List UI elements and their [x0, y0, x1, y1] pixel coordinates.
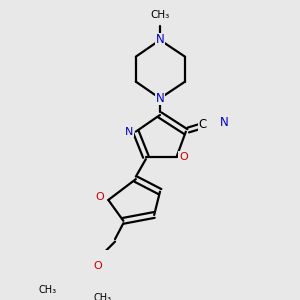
Text: O: O [179, 152, 188, 162]
Text: CH₃: CH₃ [93, 293, 112, 300]
Text: O: O [93, 261, 102, 271]
Text: C: C [198, 118, 207, 130]
Text: N: N [220, 116, 229, 129]
Text: N: N [156, 34, 164, 46]
Text: N: N [156, 92, 164, 105]
Text: N: N [125, 127, 134, 136]
Text: CH₃: CH₃ [150, 10, 170, 20]
Text: CH₃: CH₃ [38, 285, 56, 296]
Text: O: O [95, 193, 104, 202]
